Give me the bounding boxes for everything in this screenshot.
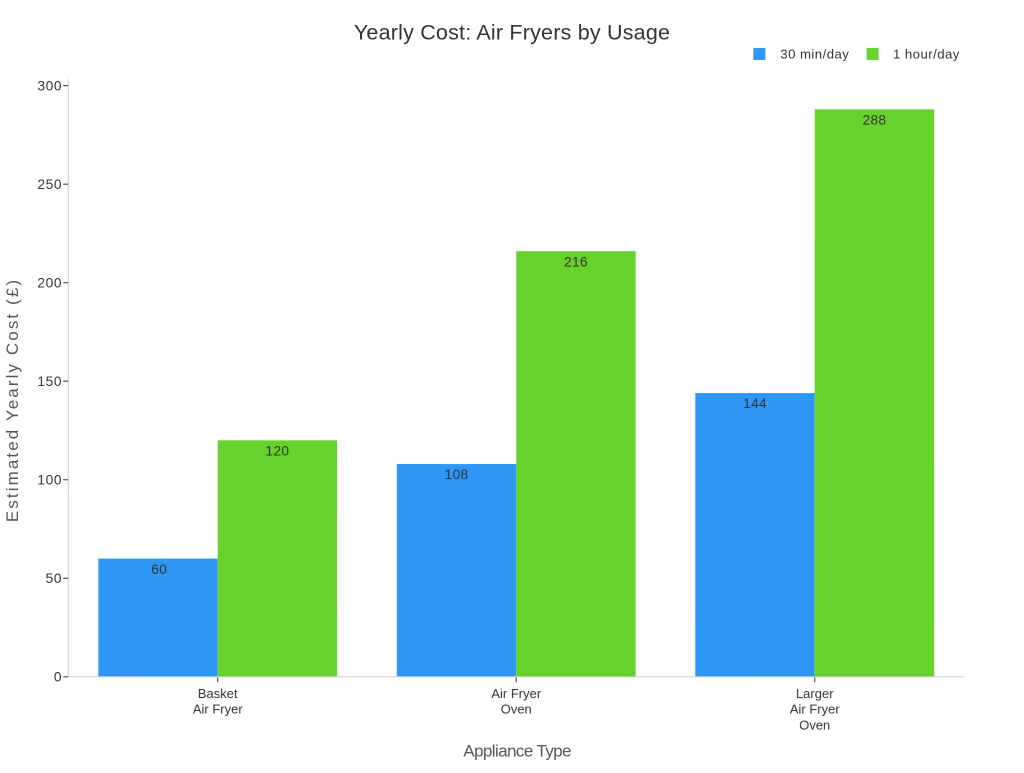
svg-text:Air Fryer: Air Fryer bbox=[491, 686, 542, 701]
svg-text:Air Fryer: Air Fryer bbox=[193, 702, 244, 717]
svg-text:300: 300 bbox=[37, 78, 62, 93]
svg-text:1 hour/day: 1 hour/day bbox=[893, 46, 960, 61]
svg-text:120: 120 bbox=[266, 444, 290, 459]
svg-text:100: 100 bbox=[37, 472, 62, 487]
svg-text:60: 60 bbox=[151, 562, 167, 577]
svg-text:108: 108 bbox=[445, 467, 469, 482]
svg-text:144: 144 bbox=[743, 396, 767, 411]
svg-text:Oven: Oven bbox=[799, 717, 830, 732]
svg-text:Yearly Cost: Air Fryers by Usa: Yearly Cost: Air Fryers by Usage bbox=[354, 21, 670, 45]
svg-text:0: 0 bbox=[54, 670, 62, 685]
svg-text:288: 288 bbox=[863, 113, 887, 128]
svg-text:Oven: Oven bbox=[501, 702, 532, 717]
svg-text:30 min/day: 30 min/day bbox=[780, 46, 849, 61]
svg-text:Appliance Type: Appliance Type bbox=[463, 741, 571, 760]
svg-text:Larger: Larger bbox=[796, 686, 834, 701]
svg-text:200: 200 bbox=[37, 275, 62, 290]
svg-text:216: 216 bbox=[564, 254, 588, 269]
svg-text:50: 50 bbox=[46, 571, 63, 586]
svg-text:Basket: Basket bbox=[198, 686, 238, 701]
svg-text:Estimated Yearly Cost (£): Estimated Yearly Cost (£) bbox=[3, 278, 22, 522]
svg-text:Air Fryer: Air Fryer bbox=[790, 702, 841, 717]
svg-text:250: 250 bbox=[37, 177, 62, 192]
svg-text:150: 150 bbox=[37, 374, 62, 389]
